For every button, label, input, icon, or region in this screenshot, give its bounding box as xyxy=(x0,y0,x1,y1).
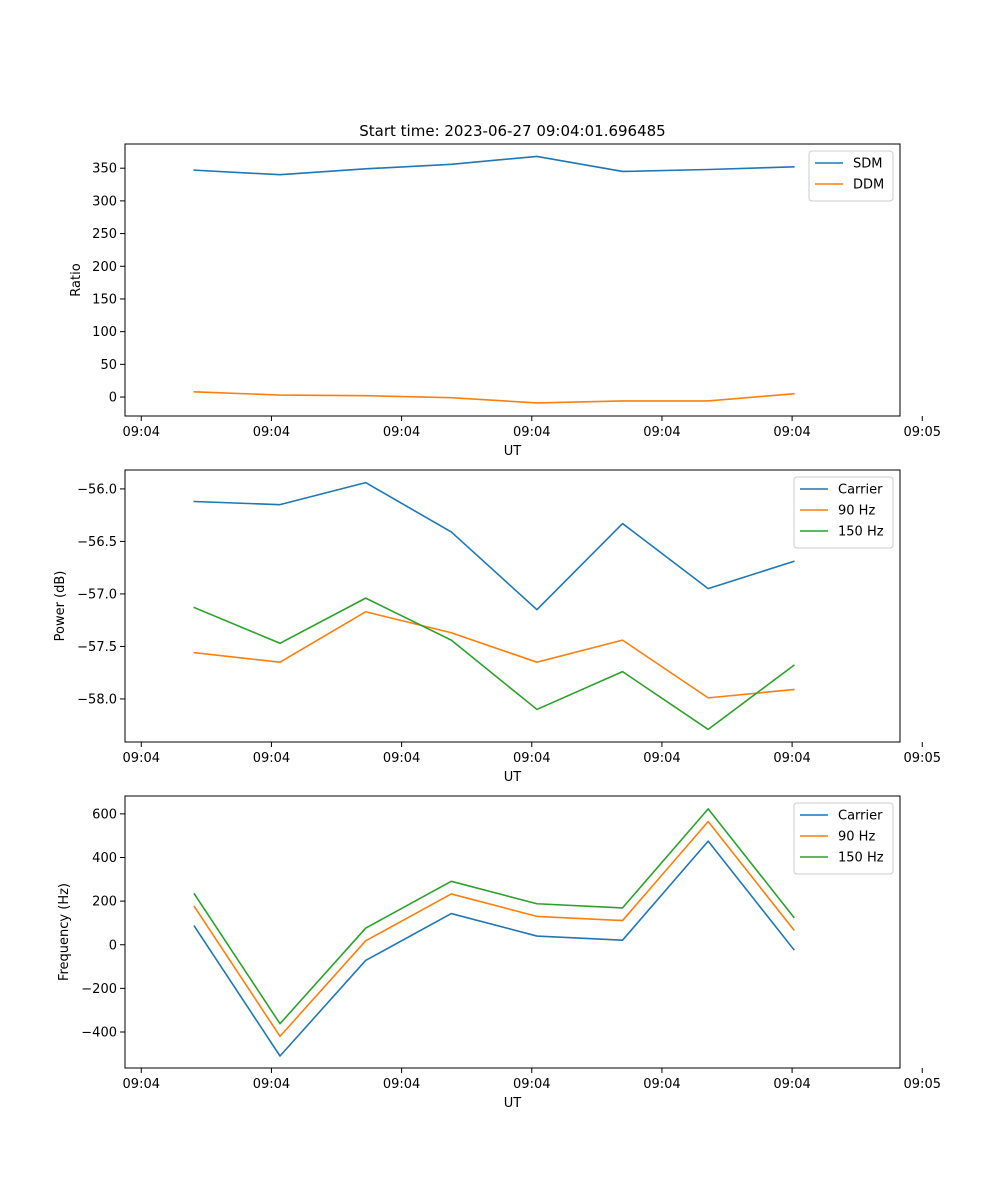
y-tick-label: 350 xyxy=(92,162,117,177)
x-tick-label: 09:04 xyxy=(773,751,810,766)
panels-group: 09:04 09:04 09:04 09:04 09:04 09:04 09:05 0 50 10… xyxy=(53,143,941,1111)
y-tick-label: 600 xyxy=(92,807,117,822)
series-line-sdm xyxy=(193,155,795,176)
x-tick-label: 09:04 xyxy=(383,1077,420,1092)
x-tick-label: 09:04 xyxy=(253,751,290,766)
y-tick-label: 400 xyxy=(92,851,117,866)
x-tick-label: 09:04 xyxy=(643,751,680,766)
x-tick-label: 09:04 xyxy=(253,1077,290,1092)
x-tick-label: 09:04 xyxy=(123,425,160,440)
x-axis-label: UT xyxy=(504,444,522,459)
x-tick-label: 09:04 xyxy=(513,425,550,440)
series-line-150-hz xyxy=(193,808,795,1025)
chart-panel-1: 09:04 09:04 09:04 09:04 09:04 09:04 09:05 0 50 10… xyxy=(69,143,941,459)
y-tick-label: −56.5 xyxy=(77,535,117,550)
y-tick-label: 50 xyxy=(100,358,117,373)
legend: Carrier 90 Hz 150 Hz xyxy=(793,802,894,875)
series-line-150-hz xyxy=(193,597,795,731)
x-tick-label: 09:04 xyxy=(513,1077,550,1092)
y-tick-label: −57.5 xyxy=(77,640,117,655)
x-tick-label: 09:04 xyxy=(643,1077,680,1092)
y-tick-label: 200 xyxy=(92,895,117,910)
x-tick-label: 09:04 xyxy=(773,425,810,440)
figure-title: Start time: 2023-06-27 09:04:01.696485 xyxy=(359,122,665,140)
legend-label: DDM xyxy=(853,178,884,193)
y-tick-label: 300 xyxy=(92,194,117,209)
legend-label: Carrier xyxy=(838,809,883,824)
y-axis-label: Ratio xyxy=(69,263,84,296)
y-axis-label: Power (dB) xyxy=(53,571,68,642)
y-tick-label: 100 xyxy=(92,325,117,340)
plot-frame xyxy=(124,795,901,1069)
y-tick-label: 150 xyxy=(92,292,117,307)
y-tick-label: 250 xyxy=(92,227,117,242)
series-line-90-hz xyxy=(193,820,795,1038)
x-tick-label: 09:04 xyxy=(773,1077,810,1092)
y-tick-label: −58.0 xyxy=(77,692,117,707)
chart-panel-2: 09:04 09:04 09:04 09:04 09:04 09:04 09:05 −58.0… xyxy=(53,469,941,785)
y-tick-label: −57.0 xyxy=(77,587,117,602)
legend: Carrier 90 Hz 150 Hz xyxy=(793,476,894,549)
y-tick-label: −56.0 xyxy=(77,482,117,497)
x-tick-label: 09:04 xyxy=(123,751,160,766)
x-tick-label: 09:05 xyxy=(904,751,941,766)
y-axis-label: Frequency (Hz) xyxy=(57,883,72,981)
legend-label: 90 Hz xyxy=(838,830,875,845)
legend: SDM DDM xyxy=(808,150,894,202)
x-tick-label: 09:04 xyxy=(123,1077,160,1092)
series-line-carrier xyxy=(193,481,795,611)
plot-frame xyxy=(124,143,901,417)
y-tick-label: −200 xyxy=(81,982,117,997)
y-tick-label: 200 xyxy=(92,260,117,275)
x-tick-label: 09:04 xyxy=(643,425,680,440)
x-tick-label: 09:05 xyxy=(904,1077,941,1092)
series-line-carrier xyxy=(193,840,795,1057)
x-tick-label: 09:04 xyxy=(383,751,420,766)
legend-label: SDM xyxy=(853,157,882,172)
legend-label: 150 Hz xyxy=(838,851,884,866)
chart-panel-3: 09:04 09:04 09:04 09:04 09:04 09:04 09:05 −400 −… xyxy=(57,795,941,1111)
plot-frame xyxy=(124,469,901,743)
x-tick-label: 09:05 xyxy=(904,425,941,440)
legend-label: 150 Hz xyxy=(838,525,884,540)
x-axis-label: UT xyxy=(504,770,522,785)
x-tick-label: 09:04 xyxy=(513,751,550,766)
series-line-ddm xyxy=(193,390,795,404)
y-tick-label: −400 xyxy=(81,1026,117,1041)
x-tick-label: 09:04 xyxy=(253,425,290,440)
x-axis-label: UT xyxy=(504,1096,522,1111)
x-tick-label: 09:04 xyxy=(383,425,420,440)
legend-label: Carrier xyxy=(838,483,883,498)
y-tick-label: 0 xyxy=(109,938,117,953)
legend-label: 90 Hz xyxy=(838,504,875,519)
y-tick-label: 0 xyxy=(109,391,117,406)
series-line-90-hz xyxy=(193,610,795,699)
